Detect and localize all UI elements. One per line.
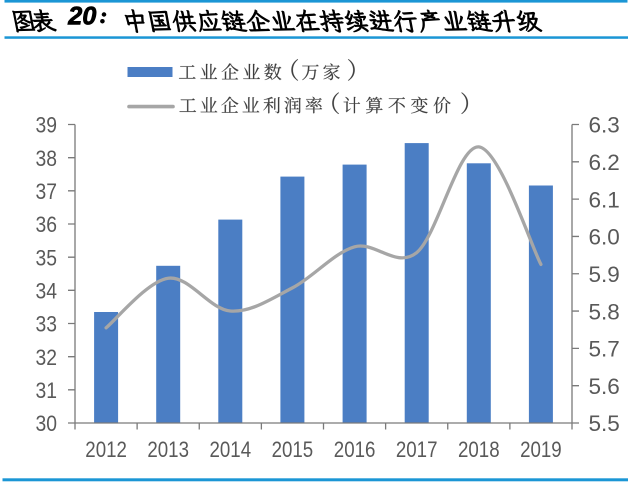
svg-text:5.8: 5.8 — [589, 299, 620, 324]
svg-text:36: 36 — [36, 212, 58, 237]
svg-text:39: 39 — [36, 113, 58, 138]
svg-text:5.9: 5.9 — [589, 262, 620, 287]
svg-text:32: 32 — [36, 345, 58, 370]
svg-text:6.1: 6.1 — [589, 187, 620, 212]
svg-text:35: 35 — [36, 245, 58, 270]
svg-text:2012: 2012 — [85, 437, 127, 462]
svg-text:37: 37 — [36, 179, 58, 204]
svg-text:2016: 2016 — [334, 437, 376, 462]
svg-text:2013: 2013 — [147, 437, 189, 462]
svg-text:30: 30 — [36, 411, 58, 436]
svg-text:33: 33 — [36, 312, 58, 337]
svg-text:5.7: 5.7 — [589, 337, 620, 362]
svg-text:5.5: 5.5 — [589, 411, 620, 436]
svg-text:2014: 2014 — [210, 437, 252, 462]
svg-text:6.3: 6.3 — [589, 113, 620, 138]
svg-text:6.2: 6.2 — [589, 150, 620, 175]
svg-text:2017: 2017 — [396, 437, 438, 462]
svg-text:2019: 2019 — [520, 437, 562, 462]
svg-text:6.0: 6.0 — [589, 225, 620, 250]
svg-text:2015: 2015 — [272, 437, 314, 462]
svg-text:31: 31 — [36, 378, 58, 403]
svg-text:38: 38 — [36, 146, 58, 171]
svg-text:2018: 2018 — [458, 437, 500, 462]
svg-text:34: 34 — [36, 279, 58, 304]
svg-text:5.6: 5.6 — [589, 374, 620, 399]
